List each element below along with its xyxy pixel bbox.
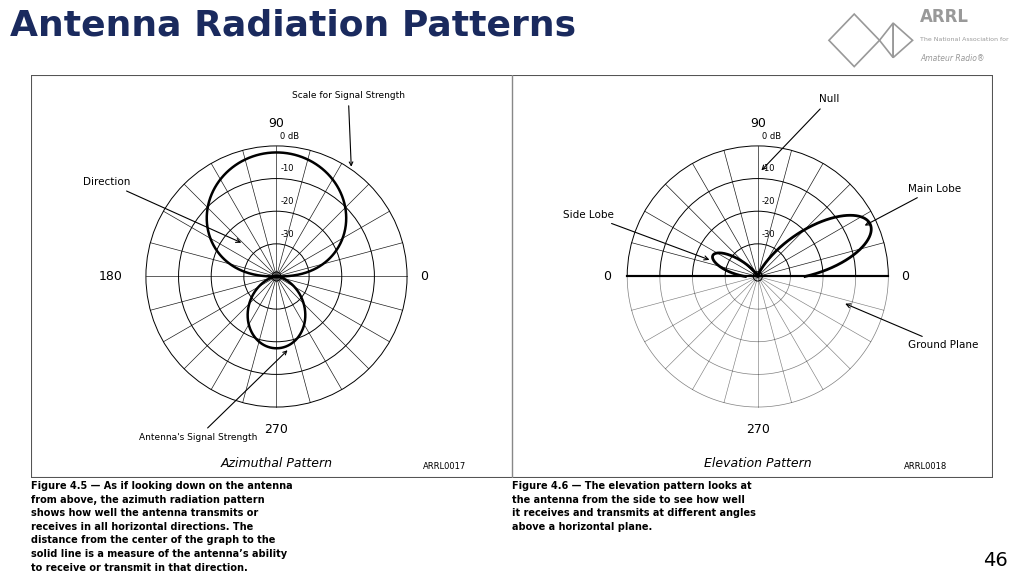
Text: 180: 180 [98,270,123,283]
Text: 90: 90 [268,118,285,130]
Text: 270: 270 [264,423,289,435]
FancyBboxPatch shape [31,75,993,478]
Text: Amateur Radio®: Amateur Radio® [921,54,985,63]
Text: Side Lobe: Side Lobe [562,210,709,260]
Text: -30: -30 [281,230,294,238]
Text: Figure 4.5 — As if looking down on the antenna
from above, the azimuth radiation: Figure 4.5 — As if looking down on the a… [31,481,292,573]
Text: Ground Plane: Ground Plane [846,304,978,350]
Text: -20: -20 [762,197,775,206]
Text: 270: 270 [745,423,770,435]
Text: -10: -10 [762,164,775,173]
Text: 0: 0 [901,270,909,283]
Text: Antenna's Signal Strength: Antenna's Signal Strength [139,351,287,442]
Text: Azimuthal Pattern: Azimuthal Pattern [220,457,333,469]
Text: ARRL0017: ARRL0017 [423,462,466,471]
Text: 0: 0 [603,270,611,283]
Text: 90: 90 [750,118,766,130]
Bar [614,276,901,420]
Text: 0 dB: 0 dB [281,132,300,141]
Text: -10: -10 [281,164,294,173]
Text: ARRL: ARRL [921,8,970,26]
Text: Elevation Pattern: Elevation Pattern [703,457,812,469]
Text: Null: Null [762,94,840,169]
Text: Scale for Signal Strength: Scale for Signal Strength [292,91,404,165]
Text: Antenna Radiation Patterns: Antenna Radiation Patterns [10,9,577,43]
Text: 46: 46 [983,551,1008,570]
Text: -20: -20 [281,197,294,206]
Text: -30: -30 [762,230,775,238]
Text: Direction: Direction [83,177,241,242]
Text: Figure 4.6 — The elevation pattern looks at
the antenna from the side to see how: Figure 4.6 — The elevation pattern looks… [512,481,756,532]
Text: The National Association for: The National Association for [921,37,1009,42]
Text: ARRL0018: ARRL0018 [904,462,947,471]
Text: Main Lobe: Main Lobe [865,184,962,225]
Text: 0: 0 [420,270,428,283]
Text: 0 dB: 0 dB [762,132,781,141]
